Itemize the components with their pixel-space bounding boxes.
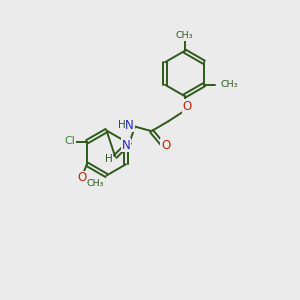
Text: O: O (182, 100, 191, 113)
Text: H: H (118, 120, 125, 130)
Text: CH₃: CH₃ (86, 179, 104, 188)
Text: CH₃: CH₃ (176, 31, 193, 40)
Text: Cl: Cl (65, 136, 76, 146)
Text: N: N (122, 139, 130, 152)
Text: O: O (161, 139, 170, 152)
Text: N: N (125, 118, 134, 132)
Text: CH₃: CH₃ (221, 80, 238, 89)
Text: H: H (105, 154, 112, 164)
Text: O: O (77, 171, 86, 184)
